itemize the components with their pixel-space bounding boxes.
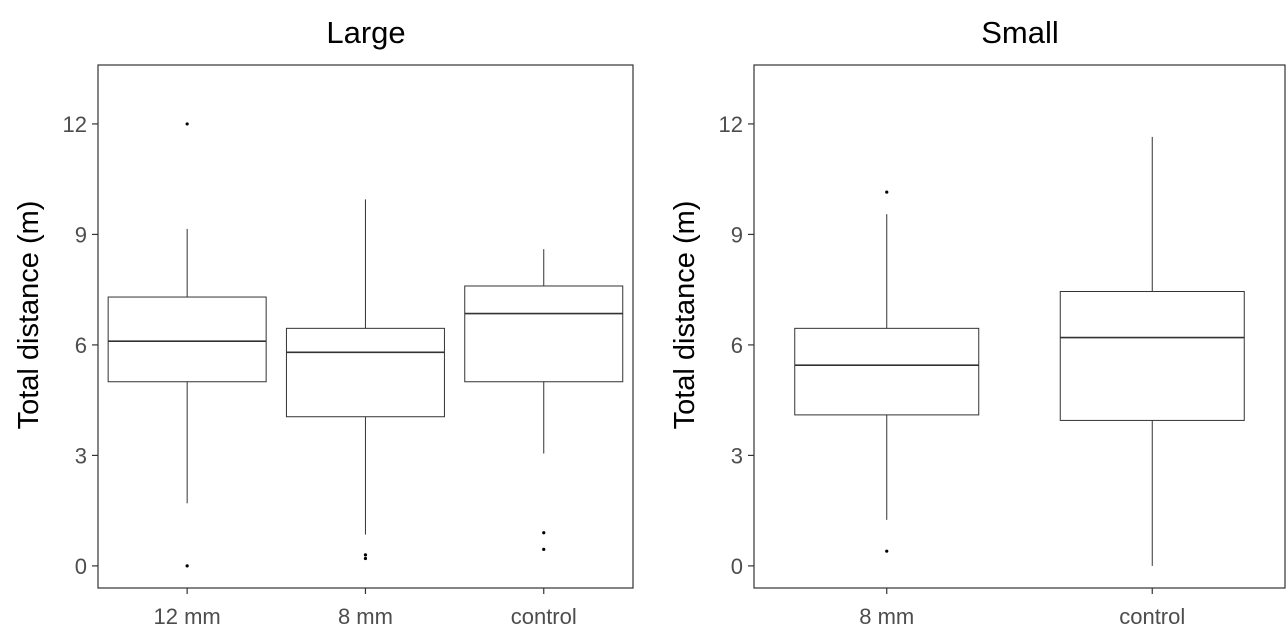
y-tick-label: 0: [75, 554, 87, 579]
outlier-point: [885, 190, 889, 194]
y-tick-label: 3: [75, 443, 87, 468]
iqr-box: [285, 327, 445, 418]
y-axis-title-small: Total distance (m): [669, 201, 701, 430]
panel-title-small: Small: [981, 15, 1059, 50]
panel-title-large: Large: [326, 15, 405, 50]
y-axis-ticks-small: 0 3 6 9 12: [719, 112, 754, 579]
iqr-box: [794, 327, 980, 416]
y-axis-title-large: Total distance (m): [13, 201, 45, 430]
outlier-point: [542, 547, 546, 551]
iqr-box: [1059, 291, 1245, 421]
boxes-small: [794, 136, 1245, 566]
x-axis-ticks-large: 12 mm 8 mm control: [154, 588, 577, 629]
y-tick-label: 6: [75, 333, 87, 358]
box-control: [1059, 136, 1245, 566]
x-tick-label: 8 mm: [859, 604, 914, 629]
y-tick-label: 0: [731, 554, 743, 579]
y-axis-ticks-large: 0 3 6 9 12: [63, 112, 98, 579]
y-tick-label: 9: [731, 222, 743, 247]
outlier-point: [363, 556, 368, 561]
outlier-point: [885, 549, 889, 553]
outlier-point: [363, 553, 368, 557]
panel-small: Small Total distance (m) 0 3 6 9 12 8 mm cont…: [669, 15, 1286, 629]
outlier-point: [185, 564, 189, 568]
y-tick-label: 12: [63, 112, 87, 137]
iqr-box: [107, 296, 267, 383]
y-tick-label: 12: [719, 112, 743, 137]
plot-frame-small: [753, 64, 1286, 589]
iqr-box: [464, 285, 624, 383]
box-control: [464, 249, 624, 551]
x-tick-label: 12 mm: [154, 604, 221, 629]
x-tick-label: 8 mm: [338, 604, 393, 629]
outlier-point: [542, 531, 546, 535]
plot-frame-large: [97, 64, 634, 589]
boxes-large: [107, 122, 624, 568]
box-8-mm: [794, 190, 980, 553]
panel-large: Large Total distance (m) 0 3 6 9 12 12 mm 8 m…: [13, 15, 634, 629]
outlier-point: [185, 122, 189, 126]
box-12-mm: [107, 122, 267, 568]
x-axis-ticks-small: 8 mm control: [859, 588, 1185, 629]
x-tick-label: control: [1119, 604, 1185, 629]
x-tick-label: control: [511, 604, 577, 629]
y-tick-label: 3: [731, 443, 743, 468]
box-8-mm: [285, 199, 445, 561]
y-tick-label: 6: [731, 333, 743, 358]
y-tick-label: 9: [75, 222, 87, 247]
